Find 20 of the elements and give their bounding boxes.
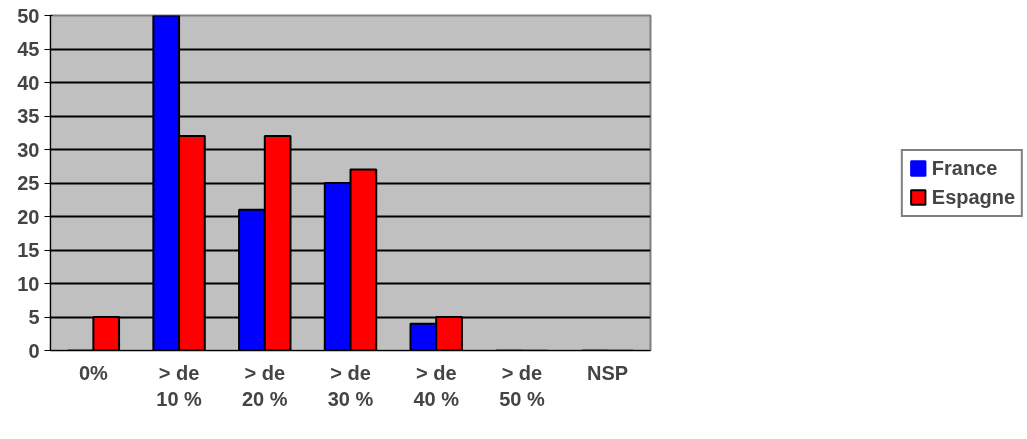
y-tick-label: 20: [17, 205, 40, 228]
y-tick-label: 10: [17, 272, 40, 295]
y-tick-label: 5: [28, 306, 40, 328]
y-tick-label: 25: [17, 172, 40, 194]
x-tick-label: > de 40 %: [413, 361, 460, 410]
legend-label: Espagne: [931, 185, 1016, 209]
y-tick-label: 40: [17, 71, 40, 94]
x-tick-label: NSP: [587, 361, 629, 384]
x-tick-label: > de 50 %: [499, 361, 545, 410]
y-tick-label: 0: [28, 339, 40, 362]
y-tick-label: 45: [17, 38, 40, 60]
x-tick-label: 0%: [78, 361, 109, 384]
x-tick-label: > de 20 %: [241, 361, 288, 410]
y-tick-label: 15: [17, 239, 40, 261]
y-tick-label: 35: [17, 105, 40, 127]
y-tick-label: 30: [17, 138, 40, 161]
legend-label: France: [931, 156, 998, 180]
x-tick-label: > de 30 %: [327, 361, 374, 410]
y-tick-label: 50: [17, 4, 40, 27]
x-tick-label: > de 10 %: [156, 361, 203, 410]
